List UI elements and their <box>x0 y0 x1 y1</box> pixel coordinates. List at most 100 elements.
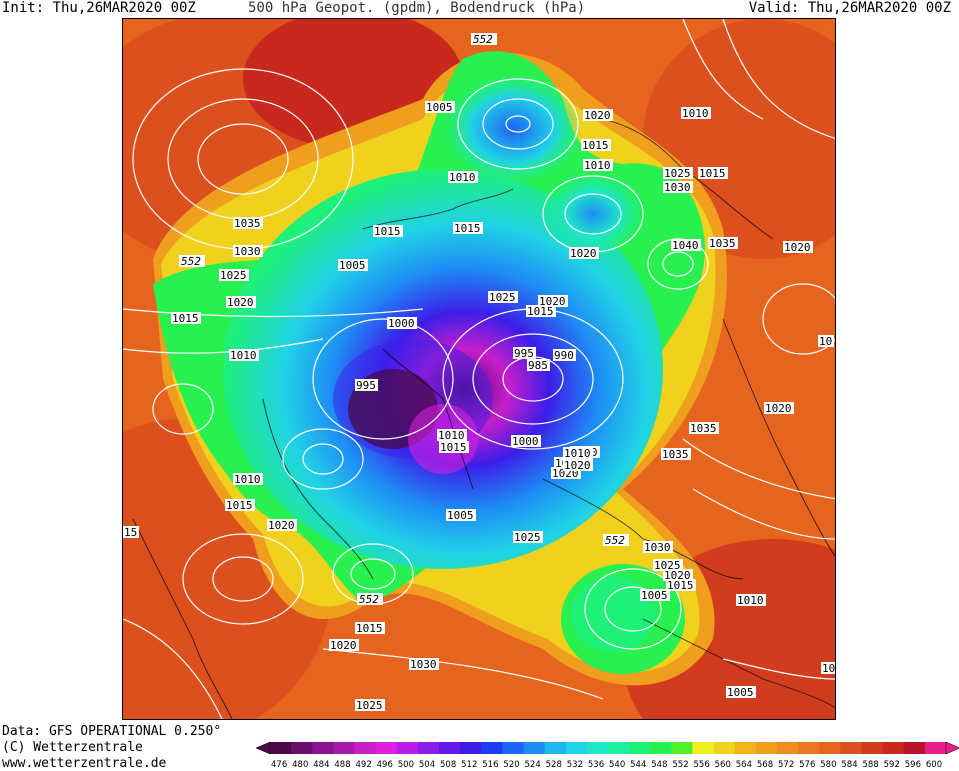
pressure-label-bg <box>681 107 711 119</box>
pressure-label-bg <box>488 291 518 303</box>
colorbar-arrow-right <box>945 741 959 755</box>
colorbar-tick-label: 580 <box>820 760 836 770</box>
colorbar-swatch <box>608 742 630 754</box>
pressure-label: 1010 <box>449 171 476 184</box>
pressure-label-bg <box>671 239 701 251</box>
isobar-contours <box>123 19 835 719</box>
pressure-label: 1010 <box>438 429 465 442</box>
pressure-label: 1030 <box>644 541 671 554</box>
pressure-label: 1025 <box>356 699 383 712</box>
colorbar-swatch <box>333 742 355 754</box>
contour-552-label: 552 <box>605 534 625 547</box>
pressure-label: 1030 <box>664 181 691 194</box>
contour-552-label: 552 <box>359 593 379 606</box>
pressure-label: 1015 <box>226 499 253 512</box>
colorbar-tick-label: 576 <box>799 760 815 770</box>
colorbar-tick-label: 592 <box>884 760 900 770</box>
pressure-label: 1010 <box>230 349 257 362</box>
pressure-label: 1015 <box>172 312 199 325</box>
colorbar-swatch <box>798 742 820 754</box>
pressure-label: 1020 <box>564 459 591 472</box>
geopotential-552-labels: 552 552 552 552 <box>179 33 629 606</box>
pressure-label-bg <box>267 519 297 531</box>
pressure-label-bg <box>373 225 403 237</box>
colorbar-tick-label: 560 <box>715 760 731 770</box>
pressure-label-bg <box>640 589 670 601</box>
colorbar-tick-label: 540 <box>609 760 625 770</box>
colorbar-tick-label: 492 <box>356 760 372 770</box>
colorbar-tick-label: 564 <box>736 760 752 770</box>
pressure-label-bg <box>355 379 378 391</box>
pressure-label-bg <box>661 448 691 460</box>
pressure-label-bg <box>553 349 576 361</box>
pressure-label: 1020 <box>268 519 295 532</box>
pressure-label-bg <box>666 579 696 591</box>
pressure-label-bg <box>219 269 249 281</box>
colorbar-swatch <box>903 742 926 754</box>
pressure-label: 1035 <box>234 217 261 230</box>
pressure-label: 10 <box>822 662 835 675</box>
colorbar-tick-label: 568 <box>757 760 773 770</box>
colorbar-swatch <box>586 742 609 754</box>
pressure-label: 1020 <box>330 639 357 652</box>
pressure-label: 10 <box>819 335 832 348</box>
data-source-label: Data: GFS OPERATIONAL 0.250° <box>2 724 222 739</box>
pressure-label: 1005 <box>727 686 754 699</box>
pressure-label-bg <box>171 312 201 324</box>
map-title: 500 hPa Geopot. (gpdm), Bodendruck (hPa) <box>248 0 586 16</box>
colorbar-tick-label: 488 <box>334 760 350 770</box>
pressure-label-bg <box>233 245 263 257</box>
pressure-label: 1005 <box>641 589 668 602</box>
pressure-label-bg <box>513 531 543 543</box>
pressure-label-bg <box>229 349 259 361</box>
pressure-label: 1005 <box>447 509 474 522</box>
pressure-label-bg <box>708 237 738 249</box>
pressure-label: 1015 <box>440 441 467 454</box>
pressure-label-bg <box>818 335 834 347</box>
pressure-label: 1015 <box>667 579 694 592</box>
colorbar-swatch <box>882 742 905 754</box>
pressure-label-bg <box>563 447 593 459</box>
colorbar-swatch <box>565 742 588 754</box>
pressure-label-bg <box>698 167 728 179</box>
colorbar-tick-label: 500 <box>398 760 414 770</box>
colorbar-swatch <box>650 742 672 754</box>
pressure-label-bg <box>653 559 683 571</box>
pressure-label-bg <box>581 139 611 151</box>
pressure-label: 1010 <box>737 594 764 607</box>
pressure-label-bg <box>583 159 613 171</box>
pressure-label: 1020 <box>765 402 792 415</box>
colorbar-tick-label: 484 <box>313 760 329 770</box>
colorbar-tick-label: 548 <box>651 760 667 770</box>
pressure-label-bg <box>387 317 417 329</box>
pressure-label: 985 <box>528 359 548 372</box>
pressure-label-bg <box>329 639 359 651</box>
pressure-label: 1010 <box>682 107 709 120</box>
colorbar-tick-label: 524 <box>525 760 541 770</box>
colorbar-swatch <box>840 742 862 754</box>
pressure-label-bg <box>226 296 256 308</box>
pressure-label-bg <box>355 699 385 711</box>
init-time-label: Init: Thu,26MAR2020 00Z <box>2 0 196 16</box>
pressure-label-bg <box>453 222 483 234</box>
colorbar-swatch <box>523 742 546 754</box>
pressure-label: 1015 <box>454 222 481 235</box>
pressure-label: 1000 <box>388 317 415 330</box>
colorbar-swatch <box>734 742 757 754</box>
pressure-label: 1015 <box>527 305 554 318</box>
pressure-label-bg <box>663 167 693 179</box>
pressure-label: 1025 <box>664 167 691 180</box>
pressure-label: 1020 <box>227 296 254 309</box>
colorbar-tick-label: 584 <box>841 760 857 770</box>
pressure-label: 1010 <box>564 447 591 460</box>
pressure-label: 1000 <box>512 435 539 448</box>
colorbar-tick-label: 556 <box>694 760 710 770</box>
pressure-label-bg <box>448 171 478 183</box>
colorbar-swatch <box>354 742 377 754</box>
pressure-label-bg <box>439 441 469 453</box>
pressure-label: 1005 <box>339 259 366 272</box>
pressure-label-bg <box>569 247 599 259</box>
pressure-label-bg <box>726 686 756 698</box>
weather-map[interactable]: 552 552 552 552 1005 1020 1010 1015 1010 1010… <box>122 18 836 720</box>
